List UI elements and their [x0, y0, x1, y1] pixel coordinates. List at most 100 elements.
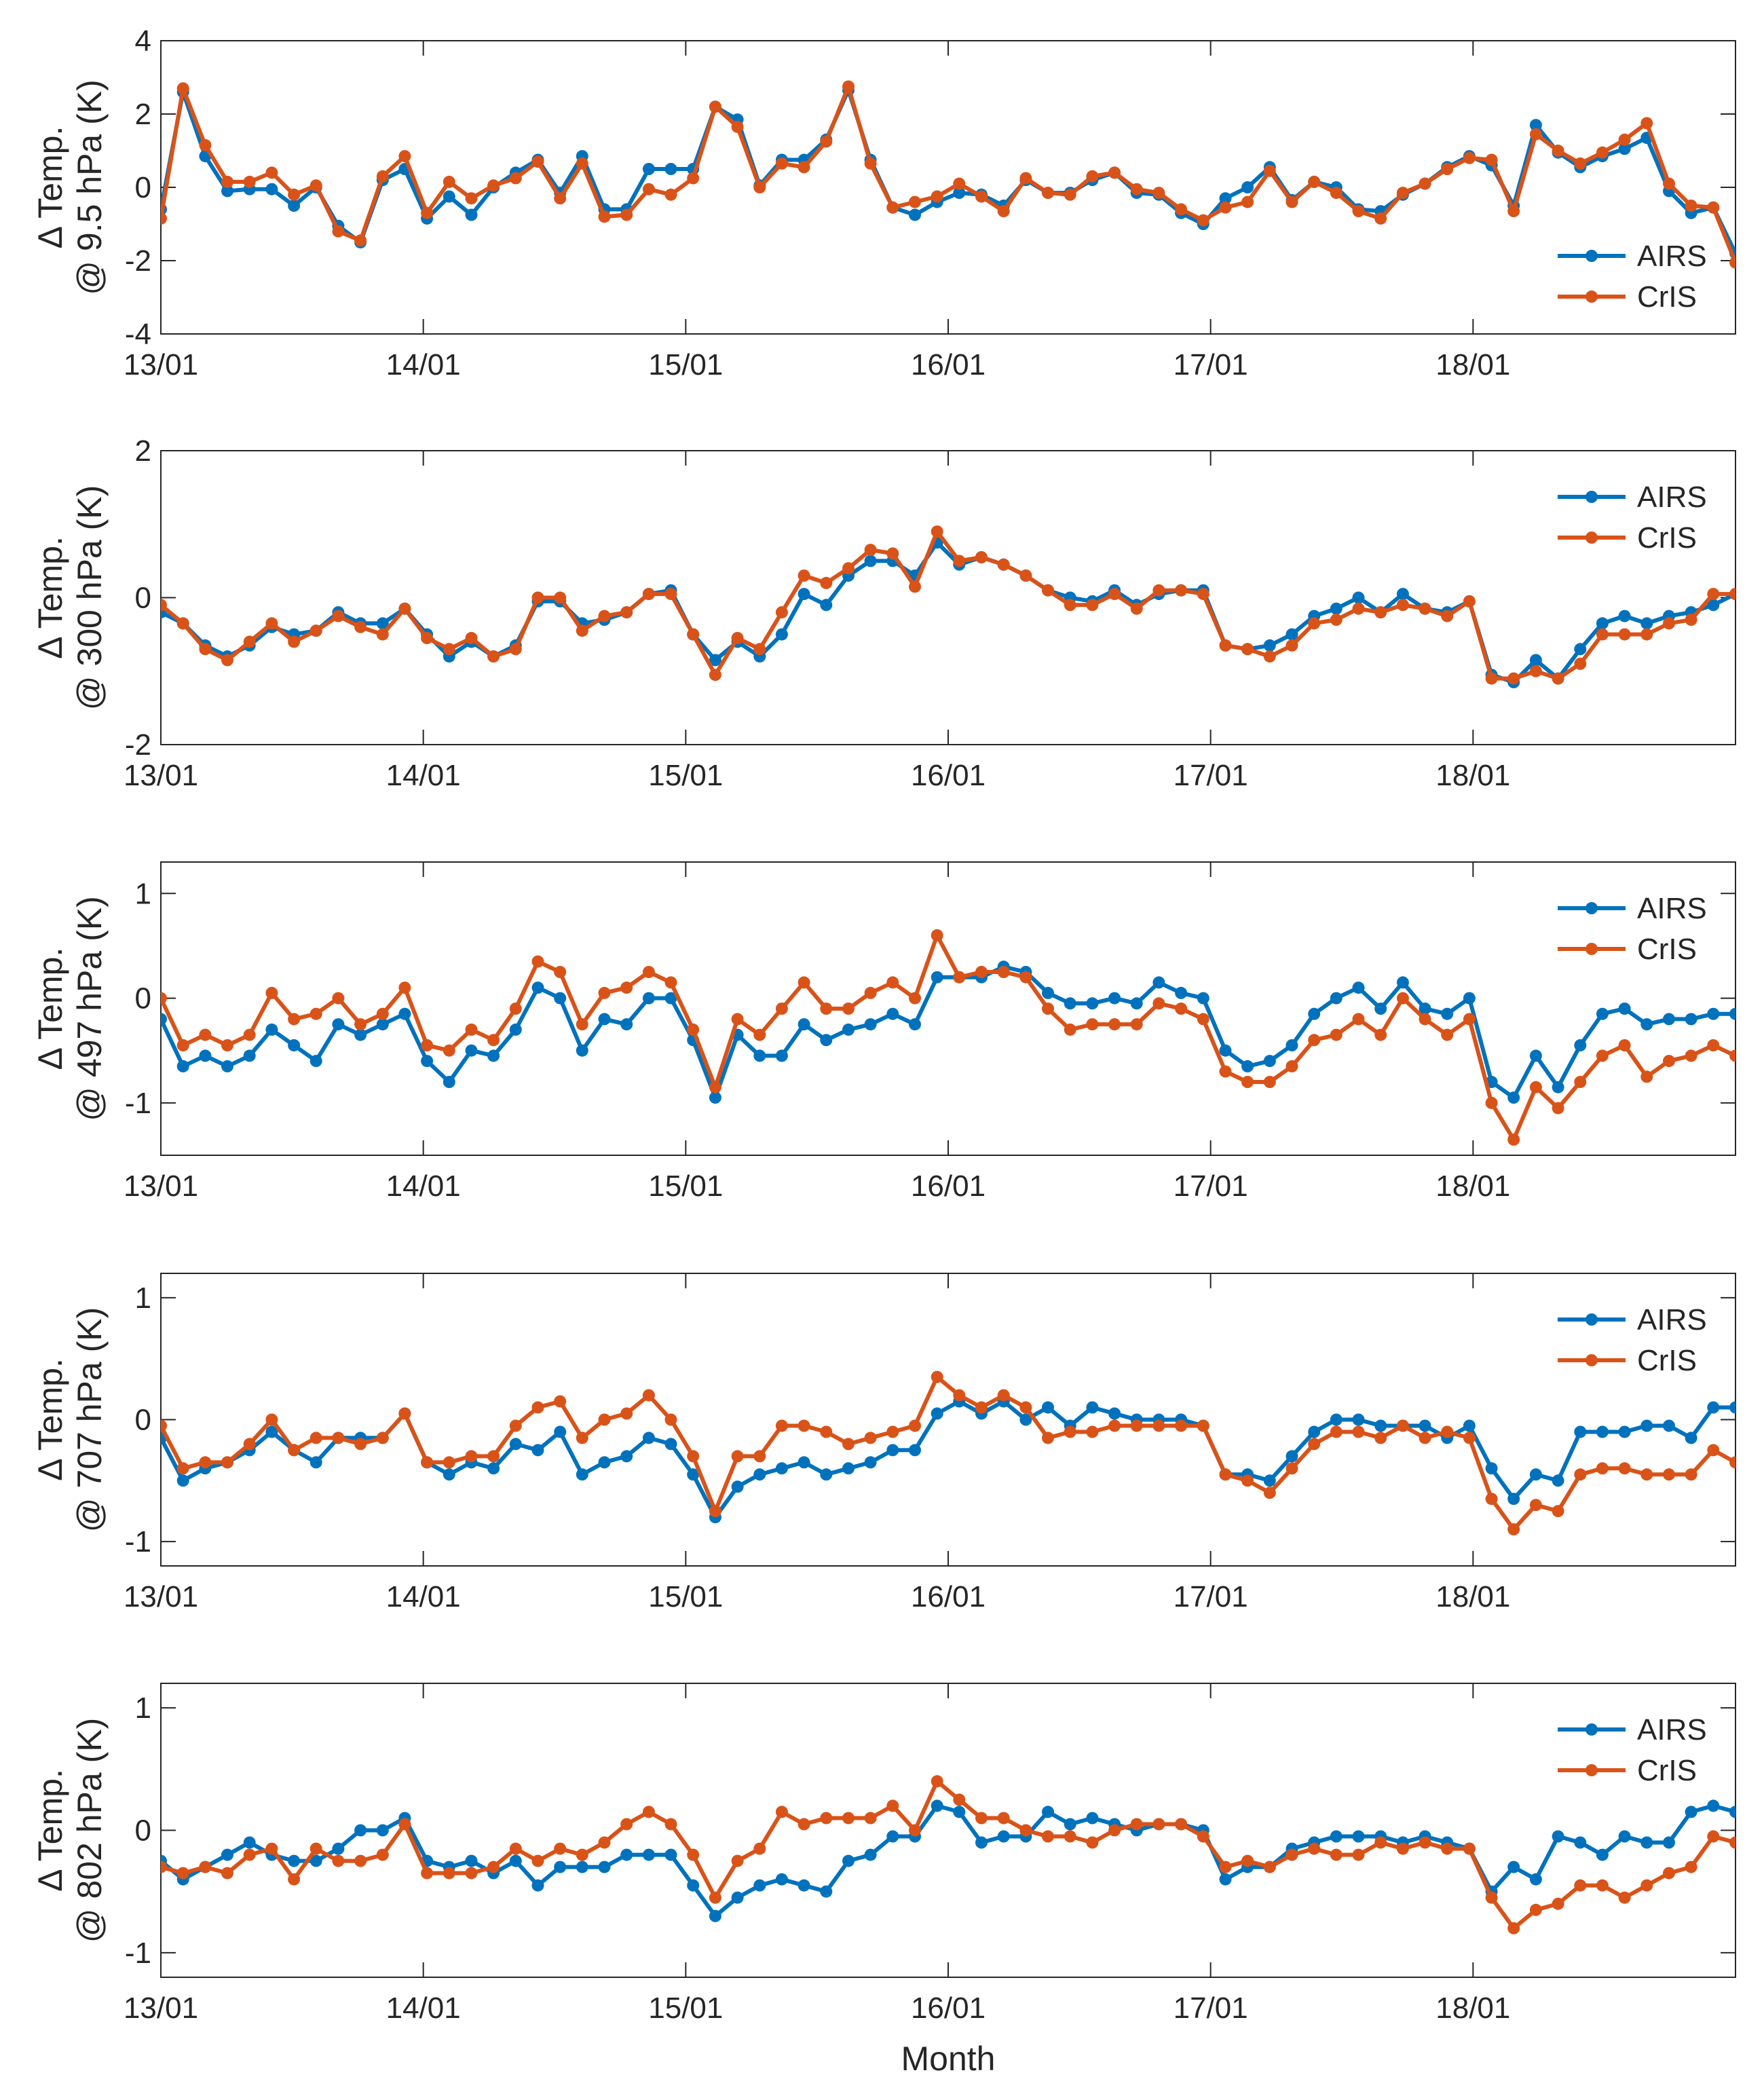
data-point-airs: [1086, 1401, 1099, 1414]
data-point-cris: [842, 562, 855, 575]
data-point-airs: [421, 1055, 434, 1068]
axes-box: [160, 40, 1736, 335]
data-point-cris: [1529, 1903, 1542, 1916]
data-point-airs: [664, 163, 677, 175]
data-point-cris: [265, 1842, 278, 1855]
y-axis-label-line2: @ 497 hPa (K): [71, 896, 109, 1121]
data-point-cris: [465, 192, 478, 205]
data-point-cris: [1574, 1076, 1587, 1088]
y-tick-label: 1: [135, 1691, 151, 1725]
data-point-cris: [886, 201, 899, 214]
legend-swatch-marker: [1585, 1764, 1598, 1776]
x-tick-label: 16/01: [911, 759, 986, 792]
data-point-cris: [598, 210, 611, 223]
x-tick-label: 14/01: [386, 1170, 461, 1203]
data-point-cris: [1197, 1830, 1209, 1843]
data-point-airs: [309, 1456, 322, 1469]
data-point-airs: [1596, 1848, 1609, 1861]
series-cris: [161, 1370, 1735, 1536]
data-point-cris: [1197, 1419, 1209, 1432]
y-tick-label: -2: [125, 728, 151, 762]
data-point-cris: [221, 175, 233, 188]
data-point-airs: [598, 1013, 611, 1026]
data-point-airs: [161, 1013, 167, 1026]
data-point-airs: [775, 1873, 788, 1886]
series-cris: [161, 525, 1735, 685]
x-tick-label: 18/01: [1435, 348, 1510, 381]
data-point-cris: [1707, 1444, 1720, 1457]
data-point-cris: [997, 966, 1010, 978]
data-point-airs: [842, 1462, 855, 1475]
data-point-cris: [1396, 992, 1409, 1005]
data-point-cris: [709, 1505, 721, 1518]
panel-3: -1 0 1 13/01 14/01 15/01 16/01 17/01 18/01 Δ Temp…: [31, 861, 1736, 1203]
y-axis-label: Δ Temp.@ 300 hPa (K): [31, 485, 109, 710]
data-point-airs: [1574, 1836, 1587, 1849]
data-point-cris: [288, 635, 301, 648]
data-point-airs: [509, 1854, 522, 1867]
data-point-cris: [221, 1867, 233, 1880]
series-cris: [161, 929, 1735, 1146]
data-point-cris: [243, 1438, 256, 1451]
data-point-airs: [797, 1456, 810, 1469]
data-point-cris: [1685, 200, 1697, 212]
data-point-cris: [931, 1775, 943, 1788]
data-point-airs: [620, 1018, 633, 1031]
data-point-airs: [775, 1462, 788, 1475]
legend-swatch-marker: [1585, 902, 1598, 914]
data-point-cris: [1130, 602, 1143, 615]
data-point-cris: [1529, 1081, 1542, 1093]
data-point-cris: [421, 1039, 434, 1051]
data-point-airs: [531, 981, 544, 994]
data-point-cris: [398, 1818, 411, 1831]
data-point-cris: [465, 1450, 478, 1463]
data-point-airs: [1574, 1039, 1587, 1051]
data-point-airs: [1507, 1493, 1520, 1506]
x-tick-label: 16/01: [911, 1992, 986, 2025]
data-point-cris: [1064, 1425, 1076, 1438]
x-tick-label: 17/01: [1174, 1992, 1248, 2025]
data-point-cris: [443, 175, 455, 188]
x-tick-label: 18/01: [1435, 759, 1510, 792]
data-point-cris: [1485, 1891, 1498, 1904]
data-point-cris: [1685, 614, 1697, 626]
data-point-cris: [161, 212, 167, 225]
data-point-cris: [1507, 1922, 1520, 1934]
data-point-cris: [1729, 1836, 1735, 1849]
data-point-cris: [1152, 584, 1165, 597]
data-point-airs: [1707, 599, 1720, 612]
data-point-cris: [161, 992, 167, 1005]
legend-label: CrIS: [1637, 521, 1697, 555]
data-point-cris: [975, 1401, 988, 1414]
data-point-cris: [1729, 588, 1735, 601]
series-line-airs: [161, 965, 1735, 1100]
data-point-airs: [1463, 1419, 1476, 1432]
x-tick-label: 13/01: [124, 1580, 198, 1613]
data-point-cris: [1374, 1432, 1387, 1444]
data-point-cris: [664, 588, 677, 601]
data-point-cris: [1219, 201, 1232, 214]
data-point-airs: [1175, 986, 1188, 999]
data-point-cris: [288, 1013, 301, 1026]
data-point-cris: [664, 188, 677, 201]
data-point-cris: [1263, 164, 1276, 177]
data-point-airs: [886, 1444, 899, 1457]
data-point-airs: [1219, 1873, 1232, 1886]
data-point-cris: [161, 1861, 167, 1873]
data-point-cris: [775, 1003, 788, 1015]
data-point-airs: [820, 599, 833, 612]
data-point-cris: [531, 591, 544, 604]
data-point-airs: [1663, 1419, 1675, 1432]
data-point-cris: [753, 643, 766, 656]
data-point-airs: [709, 1091, 721, 1104]
data-point-cris: [709, 100, 721, 113]
data-point-airs: [465, 208, 478, 221]
legend-swatch-marker: [1585, 291, 1598, 303]
data-point-cris: [1108, 1824, 1121, 1837]
data-point-airs: [1685, 1806, 1697, 1818]
y-tick-label: 4: [135, 24, 151, 58]
data-point-cris: [1463, 151, 1476, 164]
y-tick-label: 2: [135, 98, 151, 131]
data-point-cris: [376, 1007, 389, 1020]
data-point-cris: [354, 1018, 367, 1031]
